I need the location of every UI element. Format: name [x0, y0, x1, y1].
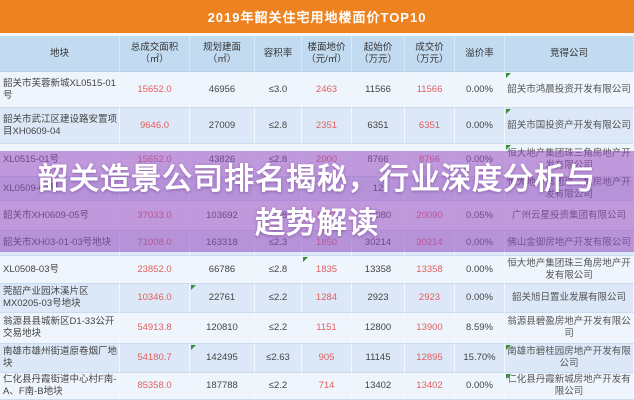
table-cell: 27009 [190, 108, 255, 144]
table-header-row: 地块 总成交面积 （㎡） 规划建面 （㎡） 容积率 楼面地价 （元/㎡） 起始价 （万元） 成交价（… [0, 36, 634, 72]
table-cell: 905 [302, 344, 352, 373]
table-cell: 12895 [405, 344, 455, 373]
table-cell: 南雄市碧桂园房地产开发有限公司 [505, 344, 634, 373]
comment-marker-icon [506, 345, 511, 350]
table-cell: 韶关市武江区建设路安置项目XH0609-04 [0, 108, 120, 144]
column-header: 楼面地价 （元/㎡） [302, 36, 352, 72]
table-row: XL0508-03号 23852.0 66786 ≤2.8 1835 13358 13358… [0, 256, 634, 284]
table-cell: 1835 [302, 256, 352, 284]
table-cell: ≤2.2 [255, 313, 302, 344]
table-row: 韶关市芙蓉新城XL0515-01号 15652.0 46956 ≤3.0 2463 115… [0, 72, 634, 108]
comment-marker-icon [191, 285, 196, 290]
table-cell: 2923 [405, 284, 455, 313]
comment-marker-icon [506, 374, 511, 379]
table-cell: 恒大地产集团珠三角房地产开发有限公司 [505, 256, 634, 284]
page-title: 2019年韶关住宅用地楼面价TOP10 [0, 0, 634, 33]
column-header: 地块 [0, 36, 120, 72]
table-cell: 翁源县碧盈房地产开发有限公司 [505, 313, 634, 344]
table-cell: 9646.0 [120, 108, 190, 144]
column-header: 起始价 （万元） [352, 36, 405, 72]
table-cell: 142495 [190, 344, 255, 373]
table-row: 莞韶产业园沐溪片区MX0205-03号地块 10346.0 22761 ≤2.2 128… [0, 284, 634, 313]
table-cell: 0.00% [455, 108, 505, 144]
table-cell: 11145 [352, 344, 405, 373]
column-header: 容积率 [255, 36, 302, 72]
table-cell: 120810 [190, 313, 255, 344]
column-header: 成交价 （万元） [405, 36, 455, 72]
table-cell: 714 [302, 373, 352, 400]
table-cell: 23852.0 [120, 256, 190, 284]
table-cell: 0.00% [455, 284, 505, 313]
table-cell: ≤2.8 [255, 256, 302, 284]
table-cell: 2463 [302, 72, 352, 108]
table-cell: 54180.7 [120, 344, 190, 373]
table-cell: 13900 [405, 313, 455, 344]
table-cell: 0.00% [455, 373, 505, 400]
comment-marker-icon [506, 145, 511, 150]
table-cell: ≤2.2 [255, 373, 302, 400]
table-cell: 韶关市国投资产开发有限公司 [505, 108, 634, 144]
table-cell: 1284 [302, 284, 352, 313]
comment-marker-icon [506, 73, 511, 78]
comment-marker-icon [506, 109, 511, 114]
table-cell: 仁化县丹霞新城房地产开发有限公司 [505, 373, 634, 400]
table-row: 翁源县县城新区D1-33公开交易地块 54913.8 120810 ≤2.2 1151 1… [0, 313, 634, 344]
table-cell: 66786 [190, 256, 255, 284]
table-cell: 46956 [190, 72, 255, 108]
table-cell: 0.00% [455, 72, 505, 108]
table-cell: 13402 [352, 373, 405, 400]
table-cell: 8.59% [455, 313, 505, 344]
table-cell: 韶关旭日置业发展有限公司 [505, 284, 634, 313]
headline-line1: 韶关造景公司排名揭秘，行业深度分析与 [38, 163, 596, 196]
table-cell: 12800 [352, 313, 405, 344]
comment-marker-icon [191, 345, 196, 350]
table-cell: ≤2.2 [255, 284, 302, 313]
table-cell: 85358.0 [120, 373, 190, 400]
headline-line2: 趋势解读 [255, 206, 379, 240]
table-cell: 仁化县丹霞街道中心村F南-A、F南-B地块 [0, 373, 120, 400]
table-cell: 22761 [190, 284, 255, 313]
table-cell: 15.70% [455, 344, 505, 373]
table-cell: XL0508-03号 [0, 256, 120, 284]
table-cell: 11566 [405, 72, 455, 108]
column-header: 规划建面 （㎡） [190, 36, 255, 72]
column-header: 总成交面积 （㎡） [120, 36, 190, 72]
table-cell: 187788 [190, 373, 255, 400]
table-cell: 莞韶产业园沐溪片区MX0205-03号地块 [0, 284, 120, 313]
column-header: 溢价率 [455, 36, 505, 72]
table-cell: ≤2.8 [255, 108, 302, 144]
table-cell: 韶关市芙蓉新城XL0515-01号 [0, 72, 120, 108]
table-cell: 54913.8 [120, 313, 190, 344]
table-cell: 翁源县县城新区D1-33公开交易地块 [0, 313, 120, 344]
table-cell: 15652.0 [120, 72, 190, 108]
table-cell: ≤2.63 [255, 344, 302, 373]
table-cell: 2351 [302, 108, 352, 144]
table-cell: 13358 [352, 256, 405, 284]
column-header: 竞得公司 [505, 36, 634, 72]
table-cell: ≤3.0 [255, 72, 302, 108]
table-cell: 13358 [405, 256, 455, 284]
table-cell: 0.00% [455, 256, 505, 284]
title-divider [0, 33, 634, 36]
table-row: 仁化县丹霞街道中心村F南-A、F南-B地块 85358.0 187788 ≤2.2 71… [0, 373, 634, 400]
table-cell: 韶关市鸿晨投资开发有限公司 [505, 72, 634, 108]
headline-overlay: 韶关造景公司排名揭秘，行业深度分析与 趋势解读 [0, 151, 634, 252]
table-cell: 10346.0 [120, 284, 190, 313]
table-cell: 6351 [352, 108, 405, 144]
table-cell: 1151 [302, 313, 352, 344]
comment-marker-icon [303, 257, 308, 262]
table-row: 南雄市雄州街道原卷烟厂地块 54180.7 142495 ≤2.63 905 11145 1… [0, 344, 634, 373]
table-cell: 2923 [352, 284, 405, 313]
table-cell: 13402 [405, 373, 455, 400]
table-row: 韶关市武江区建设路安置项目XH0609-04 9646.0 27009 ≤2.8 235… [0, 108, 634, 144]
table-cell: 11566 [352, 72, 405, 108]
table-cell: 南雄市雄州街道原卷烟厂地块 [0, 344, 120, 373]
table-cell: 6351 [405, 108, 455, 144]
